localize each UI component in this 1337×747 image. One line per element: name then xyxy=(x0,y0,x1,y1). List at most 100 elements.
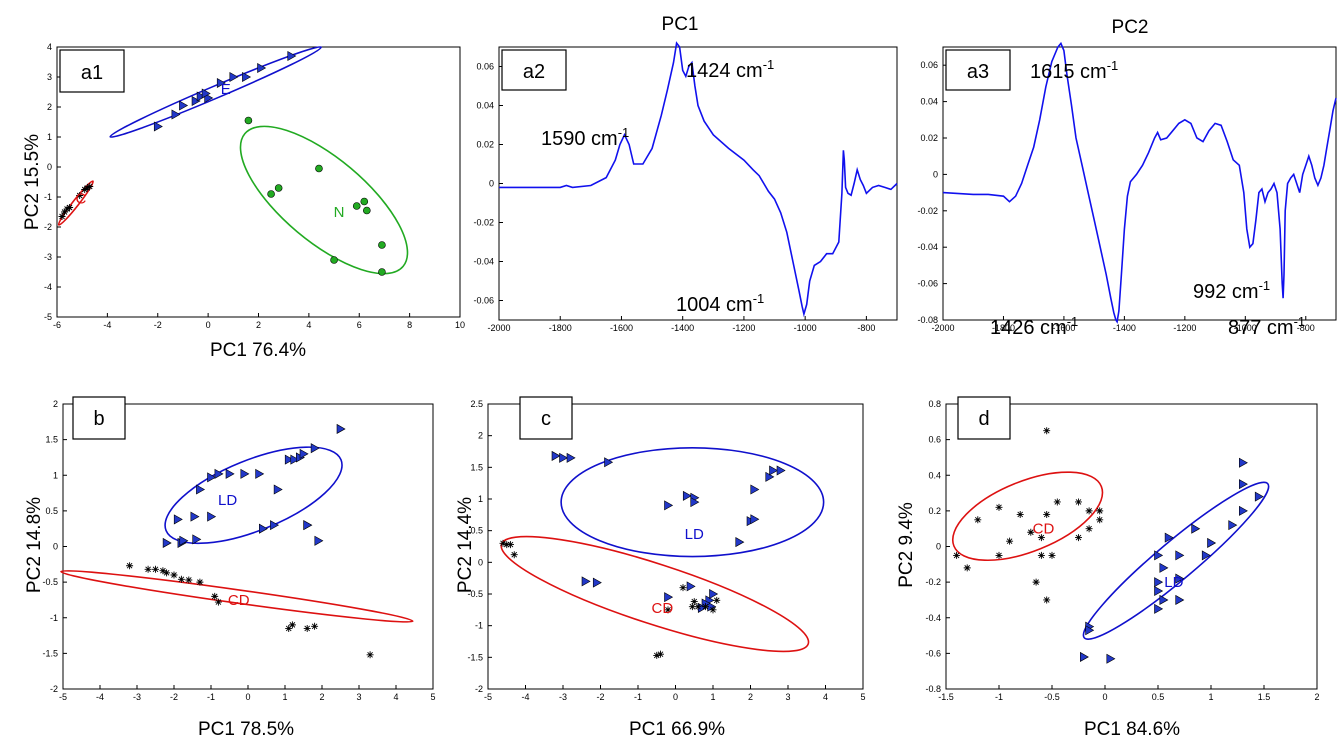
panel-label: a3 xyxy=(967,61,989,83)
data-point-ld xyxy=(682,490,692,501)
x-tick-label: -2 xyxy=(154,320,162,330)
x-tick-label: 5 xyxy=(430,692,435,702)
y-tick-label: -0.06 xyxy=(473,296,494,306)
data-point-cd xyxy=(1037,534,1045,542)
data-point-c xyxy=(58,213,66,220)
panel-b-scatter: -5 -4 -3 -2 -1 0 1 2 3 4 5 -2 -1.5 -1 -0.5 0 0.5 1 1.5 2 L… xyxy=(24,396,436,740)
data-point-cd xyxy=(152,565,159,573)
data-point-n xyxy=(274,184,283,192)
data-point-cd xyxy=(177,575,185,583)
data-point-ld xyxy=(1085,625,1095,636)
data-point-c xyxy=(83,184,91,192)
data-point-cd xyxy=(1027,528,1035,536)
data-point-ld xyxy=(769,465,779,476)
y-tick-label: -1.5 xyxy=(42,648,58,658)
group-label-n: N xyxy=(334,204,345,221)
y-axis-ticks: -2 -1.5 -1 -0.5 0 0.5 1 1.5 2 xyxy=(42,399,67,694)
data-point-ld xyxy=(314,535,324,546)
data-point-ld xyxy=(604,457,614,468)
data-point-e xyxy=(216,77,226,89)
group-ellipse-n xyxy=(239,125,409,275)
y-tick-label: 2 xyxy=(47,102,52,112)
x-axis-label: PC1 66.9% xyxy=(629,719,725,740)
data-point-ld xyxy=(581,576,591,587)
peak-annotation-1424: 1424 cm-1 xyxy=(686,57,774,82)
data-point-ld xyxy=(310,443,320,454)
x-tick-label: 5 xyxy=(860,692,865,702)
data-point-cd xyxy=(288,621,296,629)
chart-title: PC2 xyxy=(1112,17,1149,38)
x-tick-label: -1 xyxy=(995,692,1003,702)
data-point-ld xyxy=(1106,653,1116,664)
data-point-cd xyxy=(499,539,507,547)
data-marks: LD CD xyxy=(60,423,414,659)
y-tick-label: 0.04 xyxy=(476,101,494,111)
group-ellipse-cd xyxy=(60,569,414,623)
panel-label-box xyxy=(945,49,1011,91)
data-point-cd xyxy=(702,603,709,611)
data-point-cd xyxy=(1085,507,1093,515)
data-point-ld xyxy=(1239,457,1248,468)
data-point-cd xyxy=(1075,534,1082,542)
data-point-cd xyxy=(694,603,702,611)
x-tick-label: 1.5 xyxy=(1258,692,1271,702)
data-point-ld xyxy=(1191,523,1201,534)
y-tick-label: 0.8 xyxy=(928,399,941,409)
data-point-n xyxy=(330,256,338,264)
data-point-ld xyxy=(1154,577,1164,588)
group-label-cd: CD xyxy=(652,600,674,617)
x-tick-label: 4 xyxy=(823,692,828,702)
y-tick-label: -0.5 xyxy=(467,589,483,599)
y-tick-label: -4 xyxy=(44,282,52,292)
data-point-ld xyxy=(1159,594,1169,605)
x-tick-label: -2000 xyxy=(931,323,954,333)
x-tick-label: 1 xyxy=(710,692,715,702)
y-axis-label: PC2 9.4% xyxy=(896,502,917,588)
x-axis-ticks: -5 -4 -3 -2 -1 0 1 2 3 4 5 xyxy=(59,685,436,702)
x-tick-label: -4 xyxy=(521,692,529,702)
x-tick-label: -1600 xyxy=(610,323,633,333)
data-point-cd xyxy=(679,584,687,592)
y-tick-label: -0.02 xyxy=(917,206,938,216)
data-point-ld xyxy=(709,588,719,600)
x-axis-ticks: -2000 -1800 -1600 -1400 -1200 -1000 -800 xyxy=(931,316,1315,333)
data-point-cd xyxy=(953,551,961,559)
data-point-ld xyxy=(196,484,206,495)
data-point-cd xyxy=(503,541,511,549)
data-point-ld xyxy=(273,484,283,495)
data-marks xyxy=(499,41,898,318)
group-ellipse-c xyxy=(57,180,94,226)
y-tick-label: -5 xyxy=(44,312,52,322)
data-point-n xyxy=(352,202,361,210)
data-point-cd xyxy=(688,603,696,611)
data-point-ld xyxy=(1201,550,1211,561)
x-tick-label: -1400 xyxy=(1113,323,1136,333)
y-axis-ticks: -0.8 -0.6 -0.4 -0.2 0 0.2 0.4 0.6 0.8 xyxy=(925,399,950,694)
peak-annotation-1004: 1004 cm-1 xyxy=(676,291,764,316)
y-tick-label: 1 xyxy=(47,132,52,142)
data-point-ld xyxy=(336,423,346,434)
x-axis-ticks: -2000 -1800 -1600 -1400 -1200 -1000 -800 xyxy=(487,316,875,333)
data-point-ld xyxy=(1254,491,1264,502)
y-tick-label: 0.5 xyxy=(45,506,58,516)
data-point-ld xyxy=(1228,520,1238,531)
plot-frame xyxy=(945,403,1318,690)
x-tick-label: -4 xyxy=(103,320,111,330)
data-point-ld xyxy=(225,468,235,479)
data-point-ld xyxy=(1239,479,1248,490)
x-axis-label: PC1 84.6% xyxy=(1084,719,1180,740)
data-point-cd xyxy=(1096,507,1104,515)
group-ellipse-ld xyxy=(164,446,343,545)
x-tick-label: -2 xyxy=(170,692,178,702)
data-point-cd xyxy=(995,503,1003,511)
data-point-ld xyxy=(192,534,202,545)
data-point-e xyxy=(196,91,206,102)
data-point-cd xyxy=(285,624,293,632)
loading-line xyxy=(942,41,1337,324)
data-point-cd xyxy=(713,596,721,604)
y-tick-label: -1 xyxy=(475,621,483,631)
x-tick-label: 0 xyxy=(1102,692,1107,702)
panel-label: a2 xyxy=(523,61,545,83)
data-point-ld xyxy=(750,484,760,495)
data-point-cd xyxy=(366,651,374,659)
